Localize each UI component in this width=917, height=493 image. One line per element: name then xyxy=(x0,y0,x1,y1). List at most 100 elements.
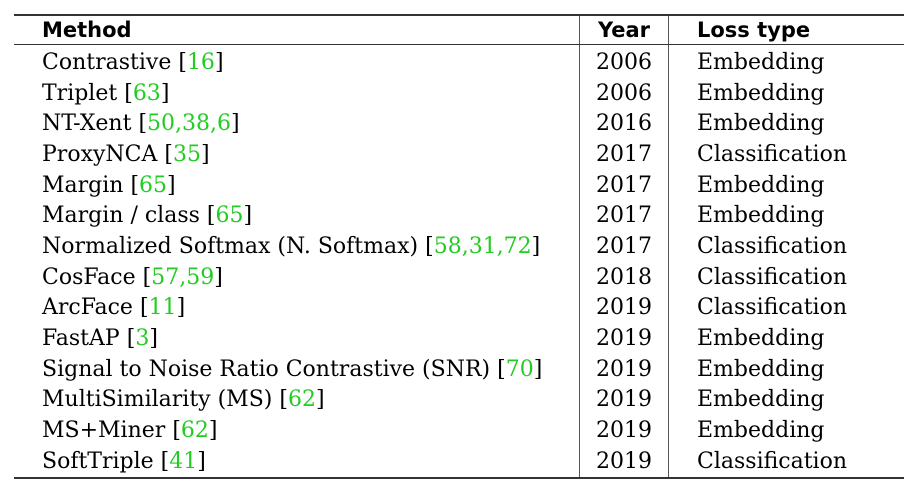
loss-type-cell: Embedding xyxy=(668,323,904,354)
loss-type-cell: Classification xyxy=(668,292,904,324)
method-cell: CosFace [57,59] xyxy=(14,262,580,293)
table-row: Margin / class [65] 2017 Embedding xyxy=(14,200,904,232)
method-name: FastAP xyxy=(42,326,120,352)
method-cell: ArcFace [11] xyxy=(14,293,580,324)
citation-link[interactable]: 63 xyxy=(132,80,161,106)
loss-type-cell: Embedding xyxy=(668,108,904,140)
citation-link[interactable]: 58,31,72 xyxy=(433,233,532,259)
loss-type-cell: Embedding xyxy=(668,415,904,446)
loss-type-cell: Classification xyxy=(668,261,904,293)
citation-link[interactable]: 57,59 xyxy=(151,264,215,290)
loss-type-cell: Embedding xyxy=(668,200,904,232)
citation: [65] xyxy=(206,203,253,229)
citation: [50,38,6] xyxy=(138,111,240,137)
method-name: Signal to Noise Ratio Contrastive (SNR) xyxy=(42,356,491,382)
citation: [70] xyxy=(497,356,543,382)
loss-type-cell: Embedding xyxy=(668,353,904,385)
year-cell: 2019 xyxy=(579,292,669,324)
method-cell: Margin / class [65] xyxy=(14,200,580,231)
method-cell: ProxyNCA [35] xyxy=(14,139,580,170)
year-cell: 2019 xyxy=(579,445,669,479)
year-cell: 2019 xyxy=(579,415,669,446)
year-cell: 2016 xyxy=(579,108,669,140)
citation-link[interactable]: 65 xyxy=(139,172,168,198)
citation: [11] xyxy=(139,295,186,321)
year-cell: 2019 xyxy=(579,353,669,385)
method-name: MS+Miner xyxy=(42,418,166,444)
header-loss-type: Loss type xyxy=(668,14,904,45)
loss-type-cell: Embedding xyxy=(668,384,904,416)
citation-link[interactable]: 65 xyxy=(215,203,244,229)
method-cell: Contrastive [16] xyxy=(14,45,580,78)
table-row: MS+Miner [62] 2019 Embedding xyxy=(14,415,904,446)
year-cell: 2017 xyxy=(579,139,669,170)
method-cell: Margin [65] xyxy=(14,170,580,201)
method-name: MultiSimilarity (MS) xyxy=(42,387,273,413)
citation-link[interactable]: 3 xyxy=(135,326,150,352)
year-cell: 2019 xyxy=(579,323,669,354)
citation-link[interactable]: 16 xyxy=(186,49,215,75)
citation-link[interactable]: 11 xyxy=(148,295,177,321)
citation-link[interactable]: 70 xyxy=(505,356,534,382)
citation-link[interactable]: 41 xyxy=(169,448,198,474)
year-cell: 2017 xyxy=(579,169,669,201)
citation: [58,31,72] xyxy=(425,233,541,259)
year-cell: 2018 xyxy=(579,261,669,293)
method-name: Contrastive xyxy=(42,49,172,75)
table-row: Contrastive [16] 2006 Embedding xyxy=(14,44,904,78)
year-cell: 2019 xyxy=(579,384,669,416)
table-row: SoftTriple [41] 2019 Classification xyxy=(14,445,904,479)
method-cell: FastAP [3] xyxy=(14,323,580,354)
citation: [63] xyxy=(124,80,170,106)
citation: [41] xyxy=(160,448,206,474)
header-method: Method xyxy=(14,14,580,45)
year-cell: 2006 xyxy=(579,44,669,78)
table-row: FastAP [3] 2019 Embedding xyxy=(14,323,904,354)
loss-type-cell: Classification xyxy=(668,231,904,262)
year-cell: 2017 xyxy=(579,231,669,262)
method-name: Triplet xyxy=(42,80,118,106)
citation-link[interactable]: 35 xyxy=(172,141,201,167)
citation: [57,59] xyxy=(142,264,223,290)
method-name: Margin / class xyxy=(42,203,200,229)
citation: [16] xyxy=(178,49,224,75)
table-row: ProxyNCA [35] 2017 Classification xyxy=(14,139,904,170)
citation: [62] xyxy=(279,387,325,413)
method-cell: Signal to Noise Ratio Contrastive (SNR) … xyxy=(14,354,580,385)
citation: [62] xyxy=(172,418,218,444)
method-name: SoftTriple xyxy=(42,448,154,474)
methods-table: Method Year Loss type Contrastive [16] 2… xyxy=(14,14,904,479)
table-row: Signal to Noise Ratio Contrastive (SNR) … xyxy=(14,353,904,385)
table-row: MultiSimilarity (MS) [62] 2019 Embedding xyxy=(14,384,904,416)
citation-link[interactable]: 62 xyxy=(287,387,316,413)
loss-type-cell: Classification xyxy=(668,139,904,170)
citation: [65] xyxy=(130,172,176,198)
year-cell: 2006 xyxy=(579,77,669,109)
method-cell: Normalized Softmax (N. Softmax) [58,31,7… xyxy=(14,231,580,262)
method-name: ArcFace xyxy=(42,295,133,321)
loss-type-cell: Classification xyxy=(668,445,904,479)
table-row: NT-Xent [50,38,6] 2016 Embedding xyxy=(14,108,904,140)
method-cell: MS+Miner [62] xyxy=(14,415,580,446)
method-cell: NT-Xent [50,38,6] xyxy=(14,108,580,139)
table-row: Triplet [63] 2006 Embedding xyxy=(14,77,904,109)
method-name: Margin xyxy=(42,172,124,198)
loss-type-cell: Embedding xyxy=(668,169,904,201)
loss-type-cell: Embedding xyxy=(668,44,904,78)
method-name: NT-Xent xyxy=(42,111,132,137)
method-name: CosFace xyxy=(42,264,136,290)
citation: [35] xyxy=(164,141,210,167)
method-cell: SoftTriple [41] xyxy=(14,445,580,479)
method-name: ProxyNCA xyxy=(42,141,158,167)
method-cell: Triplet [63] xyxy=(14,78,580,109)
citation: [3] xyxy=(126,326,158,352)
citation-link[interactable]: 50,38,6 xyxy=(147,111,232,137)
table-row: ArcFace [11] 2019 Classification xyxy=(14,292,904,324)
table-row: Margin [65] 2017 Embedding xyxy=(14,169,904,201)
method-name: Normalized Softmax (N. Softmax) xyxy=(42,233,419,259)
year-cell: 2017 xyxy=(579,200,669,232)
citation-link[interactable]: 62 xyxy=(180,418,209,444)
header-year: Year xyxy=(579,14,669,45)
table-row: Normalized Softmax (N. Softmax) [58,31,7… xyxy=(14,231,904,262)
table-row: CosFace [57,59] 2018 Classification xyxy=(14,261,904,293)
